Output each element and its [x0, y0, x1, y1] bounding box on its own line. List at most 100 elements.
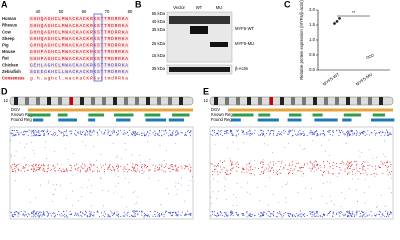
cnv-dot — [108, 165, 110, 167]
cnv-dot — [338, 129, 340, 131]
cnv-dot — [174, 211, 176, 213]
cnv-dot — [126, 215, 128, 217]
cnv-dot — [249, 135, 251, 137]
cnv-dot — [332, 164, 334, 166]
cnv-dot — [246, 133, 248, 135]
cnv-dot — [42, 213, 44, 215]
cnv-dot — [181, 184, 182, 186]
cnv-dot — [52, 201, 54, 202]
cnv-dot — [89, 134, 91, 136]
cnv-dot — [180, 131, 182, 133]
cnv-dot — [313, 165, 315, 167]
cnv-dot — [381, 162, 383, 164]
cnv-dot — [181, 211, 183, 213]
track — [371, 118, 395, 122]
cnv-dot — [310, 170, 312, 172]
cnv-dot — [225, 179, 227, 180]
track — [57, 113, 68, 117]
cnv-dot — [380, 167, 382, 169]
cnv-dot — [39, 215, 41, 217]
cnv-dot — [259, 200, 261, 202]
cnv-dot — [230, 212, 232, 214]
track — [231, 118, 241, 122]
track — [88, 118, 96, 122]
sequence: GHHQAGHCLMWACKACKRKSTTMDRRKA — [30, 23, 128, 29]
cnv-dot — [352, 211, 354, 213]
cnv-dot — [313, 164, 315, 166]
cnv-dot — [217, 165, 219, 167]
cnv-dot — [227, 132, 229, 134]
cnv-dot — [14, 134, 16, 136]
cnv-dot — [243, 142, 245, 144]
cnv-dot — [299, 215, 301, 217]
cnv-dot — [288, 165, 290, 167]
cnv-dot — [161, 213, 163, 215]
cnv-dot — [364, 161, 366, 163]
alignment-bg — [29, 29, 129, 35]
cnv-dot — [254, 159, 256, 161]
cnv-dot — [352, 132, 354, 134]
cnv-dot — [287, 143, 289, 145]
cnv-dot — [62, 131, 64, 133]
cnv-dot — [145, 213, 147, 215]
cnv-dot — [267, 144, 268, 146]
alignment-bg — [29, 62, 129, 68]
cnv-dot — [163, 167, 165, 169]
cnv-dot — [42, 214, 44, 216]
cnv-dot — [230, 131, 232, 133]
cnv-dot — [93, 129, 95, 131]
cnv-dot — [190, 169, 192, 171]
cnv-dot — [305, 187, 307, 189]
cnv-dot — [184, 133, 186, 135]
track — [32, 118, 44, 122]
cnv-dot — [89, 214, 91, 216]
cnv-dot — [41, 164, 43, 166]
cnv-dot — [311, 216, 313, 218]
cnv-dot — [33, 129, 35, 131]
cnv-dot — [242, 130, 244, 132]
cnv-dot — [385, 129, 387, 131]
cnv-dot — [364, 170, 366, 172]
cnv-dot — [238, 166, 240, 168]
ideogram-band — [146, 97, 150, 105]
cnv-dot — [252, 213, 254, 215]
cnv-dot — [223, 172, 225, 173]
cnv-dot — [18, 134, 20, 136]
cnv-dot — [93, 165, 95, 167]
cnv-dot — [299, 167, 301, 169]
cnv-dot — [301, 171, 303, 173]
cnv-dot — [159, 167, 161, 169]
cnv-dot — [243, 214, 245, 216]
cnv-dot — [133, 131, 135, 133]
cnv-dot — [81, 196, 83, 197]
ideogram-band — [324, 97, 328, 105]
cnv-dot — [285, 130, 287, 132]
cnv-dot — [361, 167, 363, 169]
cnv-dot — [365, 172, 367, 173]
cnv-dot — [327, 160, 329, 162]
cnv-dot — [166, 163, 168, 165]
cnv-dot — [154, 168, 156, 170]
cnv-dot — [222, 161, 224, 163]
cnv-dot — [97, 134, 99, 136]
cnv-dot — [237, 163, 239, 165]
cnv-dot — [177, 211, 179, 213]
cnv-dot — [262, 164, 264, 166]
cnv-dot — [63, 134, 65, 136]
cnv-dot — [237, 148, 239, 150]
cnv-dot — [378, 166, 380, 168]
cnv-dot — [64, 214, 66, 216]
cnv-dot — [390, 177, 392, 179]
cnv-dot — [214, 131, 216, 133]
cnv-dot — [108, 214, 110, 216]
cnv-dot — [113, 168, 115, 170]
cnv-dot — [347, 131, 349, 133]
cnv-dot — [39, 134, 41, 136]
cnv-dot — [230, 160, 232, 162]
cnv-dot — [362, 169, 364, 171]
cnv-dot — [348, 168, 350, 170]
cnv-dot — [49, 212, 51, 214]
cnv-dot — [82, 212, 84, 214]
cnv-dot — [283, 166, 285, 168]
